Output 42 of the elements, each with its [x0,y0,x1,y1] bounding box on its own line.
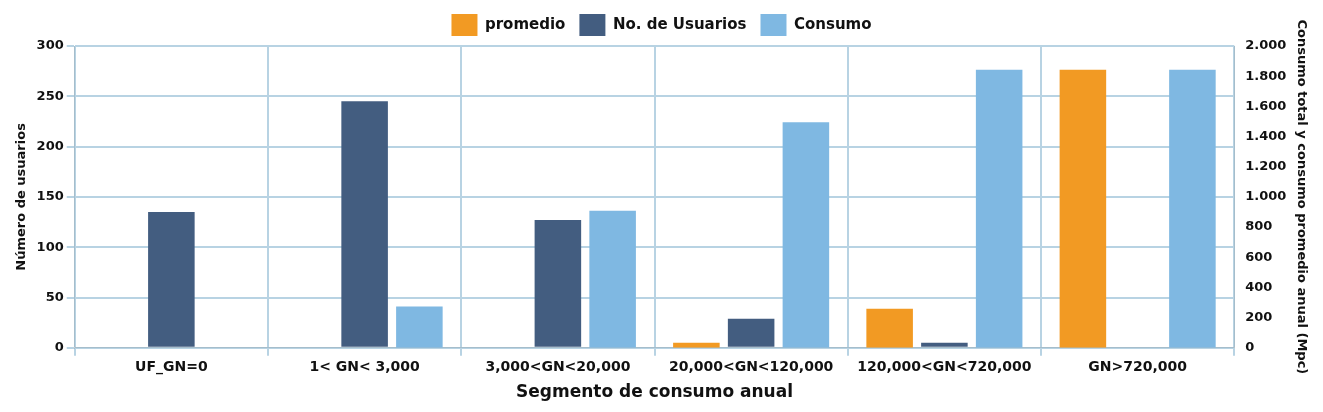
x-tick-label: UF_GN=0 [135,357,208,375]
y-tick-label: 200 [36,137,64,153]
x-tick-label: 3,000<GN<20,000 [485,357,631,374]
bar [975,69,1023,348]
y2-tick-label: 200 [1245,308,1273,324]
bar [921,342,968,347]
y-tick-label: 250 [36,87,64,103]
bar [727,318,775,347]
x-tick-label: 1< GN< 3,000 [309,357,421,374]
y2-tick-label: 2.000 [1245,37,1287,53]
y2-axis-title: Consumo total y consumo promedio anual (Mpc) [1294,19,1310,375]
y2-tick-label: 1.000 [1245,188,1287,204]
bar [782,122,830,348]
y2-tick-label: 1.200 [1245,158,1287,174]
bar [534,220,582,347]
bar [1059,69,1107,348]
y-tick-label: 50 [45,288,64,304]
y-tick-label: 0 [54,339,64,355]
x-axis-title: Segmento de consumo anual [516,381,794,402]
bar [1169,69,1216,348]
y2-tick-label: 600 [1245,248,1273,264]
bar [589,210,636,348]
y-tick-label: 150 [36,188,64,204]
legend-label: Consumo [793,14,872,33]
x-tick-label: GN>720,000 [1088,357,1188,374]
bar [341,101,388,347]
legend-label: promedio [484,14,566,33]
y-tick-label: 300 [36,37,64,53]
x-tick-label: 120,000<GN<720,000 [857,357,1032,374]
legend-label: No. de Usuarios [612,14,747,33]
y2-tick-label: 800 [1245,218,1273,234]
y2-tick-label: 1.600 [1245,97,1287,113]
y2-tick-label: 1.400 [1245,127,1287,143]
x-tick-label: 20,000<GN<120,000 [668,357,834,374]
y2-tick-label: 400 [1245,278,1273,294]
bar [148,211,195,347]
bar [396,306,443,348]
bar [866,308,913,348]
y2-tick-label: 1.800 [1245,67,1287,83]
y2-tick-label: 0 [1245,339,1255,355]
y-tick-label: 100 [36,238,64,254]
y-axis-title: Número de usuarios [13,122,29,271]
